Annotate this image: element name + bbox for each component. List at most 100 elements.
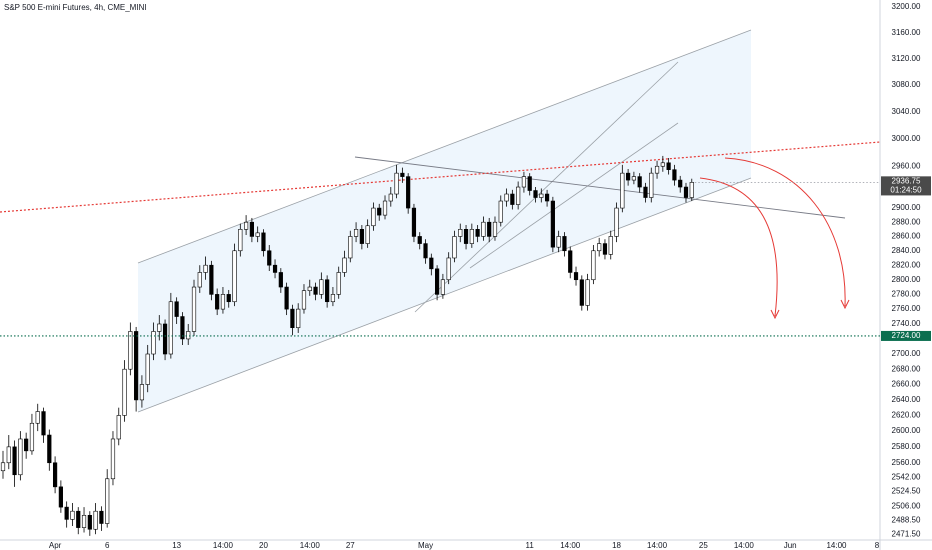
candle-body — [579, 279, 584, 306]
y-tick-label: 2506.00 — [892, 501, 921, 510]
candle-body — [637, 176, 642, 188]
x-tick-label: 13 — [172, 541, 181, 550]
y-tick-label: 2900.00 — [892, 203, 921, 212]
candle-body — [411, 207, 417, 237]
candle-body — [377, 207, 382, 216]
x-tick-label: 14:00 — [734, 541, 755, 550]
candle-body — [626, 172, 631, 181]
resistance-line — [354, 156, 846, 219]
candle-body — [249, 221, 254, 237]
y-tick-label: 2820.00 — [892, 260, 921, 269]
candle-body — [93, 510, 98, 530]
candle-body — [371, 207, 376, 227]
candle-body — [134, 331, 139, 401]
y-tick-label: 2524.50 — [892, 486, 921, 495]
candle-body — [417, 236, 422, 244]
arrow-head — [840, 299, 850, 310]
price-label-box — [881, 330, 931, 341]
y-tick-label: 2488.50 — [892, 516, 921, 525]
candle-body — [452, 236, 457, 259]
y-tick-label: 2680.00 — [892, 364, 921, 373]
candle-body — [330, 294, 336, 303]
candle-body — [359, 229, 364, 244]
x-tick-label: 8 — [875, 541, 880, 550]
candle-body — [290, 308, 295, 329]
candle-body — [180, 316, 185, 340]
candle-body — [654, 165, 660, 174]
last-price-box — [881, 176, 931, 196]
y-tick-label: 2780.00 — [892, 289, 921, 298]
candle-body — [348, 236, 353, 259]
candle-body — [319, 279, 324, 295]
y-tick-label: 2860.00 — [892, 232, 921, 241]
candle-body — [382, 200, 388, 216]
candle-body — [215, 294, 220, 310]
candle-body — [562, 236, 567, 252]
candle-body — [243, 221, 249, 230]
candle-body — [255, 232, 260, 237]
y-tick-label: 3000.00 — [892, 134, 921, 143]
candle-body — [58, 486, 63, 508]
x-tick-label: 14:00 — [213, 541, 234, 550]
candle-body — [220, 294, 226, 310]
candle-body — [6, 446, 11, 464]
candle-body — [516, 186, 521, 205]
candle-body — [128, 331, 133, 370]
price-label: 2724.00 — [892, 331, 921, 340]
x-tick-label: May — [418, 541, 433, 550]
x-tick-label: 20 — [259, 541, 268, 550]
candle-body — [660, 162, 665, 167]
candle-body — [70, 510, 75, 520]
candle-body — [400, 172, 405, 177]
candle-body — [284, 286, 289, 310]
y-tick-label: 2580.00 — [892, 442, 921, 451]
candle-body — [539, 193, 544, 198]
x-tick-label: 18 — [612, 541, 621, 550]
candle-body — [602, 243, 608, 255]
candle-body — [568, 250, 573, 273]
candle-body — [301, 290, 307, 310]
candle-body — [325, 279, 330, 303]
x-tick-label: 14:00 — [826, 541, 847, 550]
x-tick-label: Jun — [784, 541, 797, 550]
candle-body — [272, 264, 278, 273]
candle-body — [672, 169, 677, 181]
candle-body — [162, 323, 168, 355]
candle-body — [458, 229, 463, 237]
candle-body — [631, 176, 637, 181]
candle-body — [527, 176, 532, 191]
arrow-curve — [724, 157, 846, 307]
x-tick-label: 14:00 — [300, 541, 321, 550]
trend-line — [414, 61, 679, 313]
candle-body — [174, 301, 179, 317]
x-tick-label: 14:00 — [560, 541, 581, 550]
y-tick-label: 3200.00 — [892, 2, 921, 11]
y-tick-label: 2700.00 — [892, 349, 921, 358]
candle-body — [168, 301, 173, 355]
candle-body — [29, 422, 35, 452]
x-tick-label: Apr — [49, 541, 62, 550]
y-tick-label: 2471.50 — [892, 530, 921, 539]
candle-body — [643, 186, 648, 198]
candle-body — [232, 250, 237, 303]
candle-body — [463, 229, 469, 244]
y-tick-label: 2840.00 — [892, 246, 921, 255]
candle-body — [498, 200, 503, 223]
trend-line — [469, 122, 679, 269]
candle-body — [487, 221, 492, 237]
candle-body — [64, 506, 69, 520]
candle-body — [87, 514, 92, 530]
red-trend-line — [0, 141, 881, 213]
x-tick-label: 6 — [105, 541, 110, 550]
candle-body — [585, 279, 590, 306]
y-tick-label: 3160.00 — [892, 28, 921, 37]
candle-body — [186, 331, 191, 340]
candle-body — [307, 286, 312, 292]
candle-body — [342, 257, 347, 273]
x-tick-label: 25 — [699, 541, 708, 550]
candle-body — [110, 438, 116, 480]
candle-body — [544, 193, 550, 202]
candle-body — [203, 264, 208, 273]
candle-body — [24, 438, 29, 452]
